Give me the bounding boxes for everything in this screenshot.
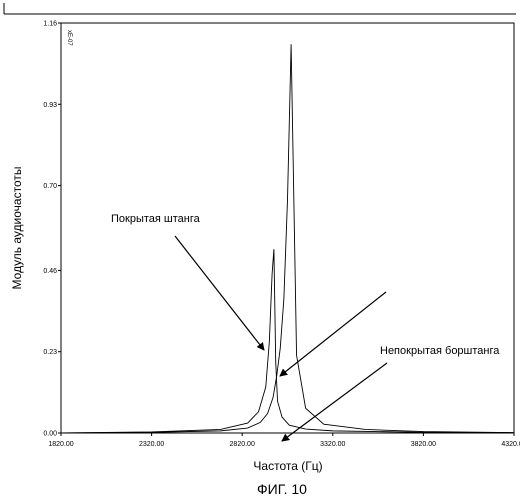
series-layer xyxy=(61,44,514,433)
annotation-coated-bar: Покрытая штанга xyxy=(111,213,201,225)
y-tick-label: 0.00 xyxy=(43,431,57,438)
y-tick-label: 0.70 xyxy=(43,183,57,190)
x-axis-title: Частота (Гц) xyxy=(253,459,322,473)
x-tick-label: 2320.00 xyxy=(139,441,164,448)
y-tick-label: 0.23 xyxy=(43,349,57,356)
y-axis: 0.00 0.23 0.46 0.70 0.93 1.16 xyxy=(43,21,61,438)
x-axis: 1820.00 2320.00 2820.00 3320.00 3820.00 4320.… xyxy=(48,433,520,448)
annotation-uncoated-bar: Непокрытая борштанга xyxy=(380,345,500,357)
x-tick-label: 2820.00 xyxy=(230,441,255,448)
series-line-0 xyxy=(61,44,514,433)
x-tick-label: 3820.00 xyxy=(411,441,436,448)
x-tick-label: 4320.00 xyxy=(501,441,520,448)
series-line-1 xyxy=(61,249,514,433)
x-tick-label: 1820.00 xyxy=(48,441,73,448)
figure-caption: ФИГ. 10 xyxy=(257,481,307,497)
y-tick-label: 0.93 xyxy=(43,102,57,109)
x-tick-label: 3320.00 xyxy=(320,441,345,448)
y-tick-label: 1.16 xyxy=(43,21,57,28)
y-axis-title: Модуль аудиочастоты xyxy=(10,167,24,290)
y-multiplier: xE-07 xyxy=(66,30,72,46)
arrow-coated-bar xyxy=(175,236,264,350)
y-tick-label: 0.46 xyxy=(43,268,57,275)
plot-area xyxy=(61,23,514,433)
